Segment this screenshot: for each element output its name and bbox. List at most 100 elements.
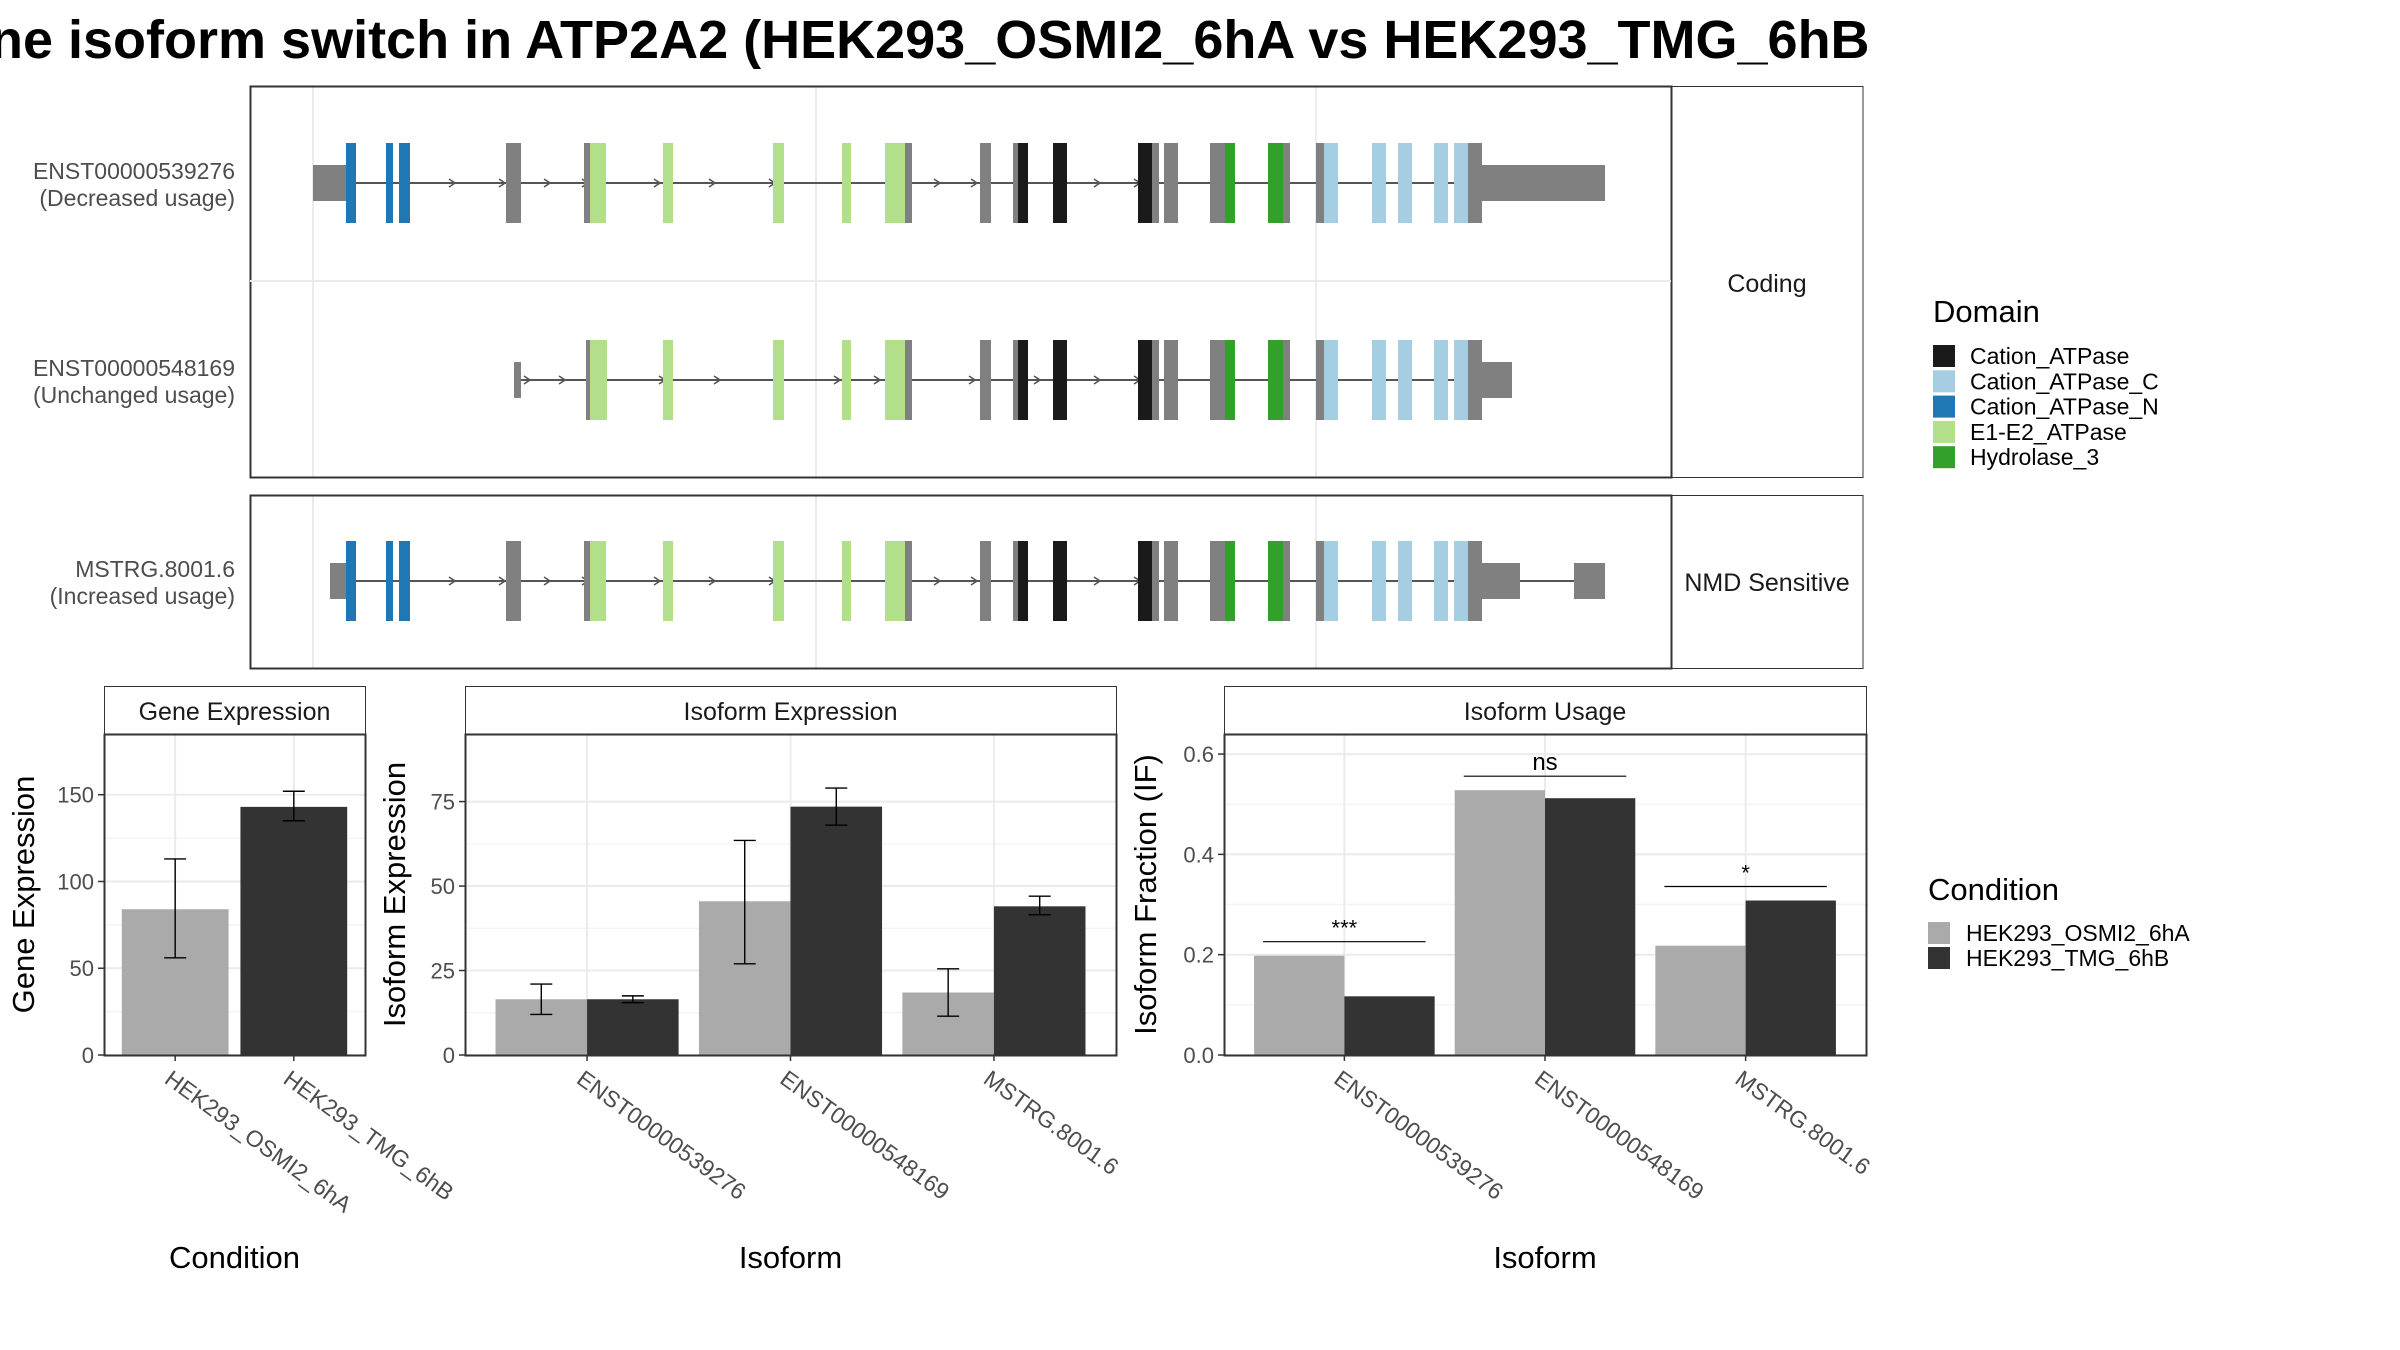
exon-mark [1283, 340, 1290, 420]
exon-mark [584, 541, 590, 621]
exon-mark [1013, 340, 1018, 420]
y-tick-label: 50 [431, 874, 455, 899]
y-tick-label: 0.6 [1183, 742, 1214, 767]
y-tick-label: 25 [431, 959, 455, 984]
cation-atpase-domain-mark [1053, 143, 1067, 223]
e1-e2-atpase-domain-mark [663, 541, 673, 621]
exon-mark [1210, 340, 1225, 420]
exon-mark [506, 541, 521, 621]
cation-atpase-c-domain-mark [1434, 143, 1448, 223]
significance-label: ns [1532, 749, 1557, 776]
e1-e2-atpase-domain-mark [773, 541, 784, 621]
bar [1655, 945, 1746, 1055]
strand-arrow [933, 576, 942, 586]
y-axis-title: Isoform Expression [377, 762, 412, 1027]
cation-atpase-n-domain-mark [386, 143, 393, 223]
y-tick-label: 0 [443, 1043, 455, 1068]
cation-atpase-c-domain-mark [1454, 541, 1468, 621]
exon-mark [330, 563, 349, 599]
exon-mark [1283, 143, 1290, 223]
isoform-label: MSTRG.8001.6 [75, 556, 235, 582]
strand-arrow [543, 576, 552, 586]
cation-atpase-c-domain-mark [1324, 541, 1338, 621]
legend-label: Hydrolase_3 [1970, 444, 2099, 470]
x-tick-label: MSTRG.8001.6 [1731, 1065, 1876, 1180]
exon-mark [1482, 362, 1512, 398]
facet-strip [1670, 86, 1864, 478]
y-tick-label: 75 [431, 790, 455, 815]
chart-panel-border [103, 733, 367, 1057]
exon-mark [980, 340, 991, 420]
x-tick-label: MSTRG.8001.6 [979, 1065, 1124, 1180]
facet-label: NMD Sensitive [1684, 569, 1849, 597]
exon-mark [1013, 143, 1018, 223]
cation-atpase-c-domain-mark [1324, 340, 1338, 420]
exon-mark [1210, 143, 1225, 223]
cation-atpase-domain-mark [1138, 143, 1152, 223]
strand-arrow [543, 178, 552, 188]
strand-arrow [498, 178, 507, 188]
cation-atpase-domain-mark [1053, 541, 1067, 621]
bar [1745, 900, 1836, 1055]
exon-mark [905, 340, 912, 420]
structure-panel-border [249, 494, 1673, 670]
legend-swatch [1933, 395, 1955, 418]
exon-mark [1316, 340, 1324, 420]
cation-atpase-domain-mark [1018, 541, 1028, 621]
cation-atpase-c-domain-mark [1434, 340, 1448, 420]
exon-mark [506, 143, 521, 223]
strand-arrow [558, 375, 567, 385]
x-tick-label: HEK293_OSMI2_6hA [160, 1065, 357, 1218]
y-tick-label: 0.2 [1183, 943, 1214, 968]
cation-atpase-c-domain-mark [1372, 143, 1386, 223]
e1-e2-atpase-domain-mark [842, 143, 851, 223]
strand-arrow [523, 375, 532, 385]
bar [993, 906, 1086, 1055]
x-axis-title: Isoform [739, 1240, 842, 1275]
isoform-usage-label: (Unchanged usage) [33, 382, 235, 408]
e1-e2-atpase-domain-mark [885, 143, 905, 223]
exon-mark [905, 143, 912, 223]
x-tick-label: ENST00000539276 [572, 1065, 751, 1205]
e1-e2-atpase-domain-mark [590, 340, 606, 420]
strand-arrow [708, 178, 717, 188]
y-tick-label: 0.4 [1183, 842, 1214, 867]
exon-mark [1468, 340, 1482, 420]
exon-mark [1468, 143, 1482, 223]
exon-mark [1152, 340, 1159, 420]
x-tick-label: ENST00000539276 [1329, 1065, 1508, 1205]
strand-arrow [970, 178, 979, 188]
isoform-usage-label: (Decreased usage) [39, 185, 235, 211]
cation-atpase-n-domain-mark [346, 143, 356, 223]
strand-arrow [833, 375, 842, 385]
chart-title: Gene Expression [139, 698, 331, 726]
legend-label: Cation_ATPase_N [1970, 394, 2159, 420]
legend-swatch [1933, 446, 1955, 469]
e1-e2-atpase-domain-mark [773, 340, 784, 420]
chart-panel-border [464, 733, 1118, 1057]
exon-mark [1482, 563, 1520, 599]
isoform-usage-label: (Increased usage) [50, 583, 235, 609]
strand-arrow [713, 375, 722, 385]
exon-mark [1013, 541, 1018, 621]
facet-strip [1670, 495, 1864, 669]
legend-label: Cation_ATPase [1970, 343, 2129, 369]
bar [790, 806, 883, 1055]
legend-label: E1-E2_ATPase [1970, 419, 2127, 445]
significance-label: *** [1332, 916, 1358, 941]
cation-atpase-domain-mark [1138, 340, 1152, 420]
e1-e2-atpase-domain-mark [590, 541, 606, 621]
exon-mark [1152, 143, 1159, 223]
legend-swatch [1933, 345, 1955, 367]
exon-mark [584, 143, 590, 223]
exon-mark [514, 362, 521, 398]
figure-title: ne isoform switch in ATP2A2 (HEK293_OSMI… [0, 10, 1870, 70]
x-axis-title: Condition [169, 1240, 300, 1275]
cation-atpase-c-domain-mark [1372, 541, 1386, 621]
bar-chart-panel: Isoform Expression ENST00000539276 ENST000… [377, 686, 1124, 1275]
domain-legend: Domain Cation_ATPaseCation_ATPase_CCation… [1933, 294, 2159, 470]
hydrolase-3-domain-mark [1225, 340, 1235, 420]
cation-atpase-c-domain-mark [1434, 541, 1448, 621]
isoform-structure-plot: Coding NMD Sensitive ENST00000539276(Decre… [33, 85, 1864, 670]
cation-atpase-n-domain-mark [346, 541, 356, 621]
